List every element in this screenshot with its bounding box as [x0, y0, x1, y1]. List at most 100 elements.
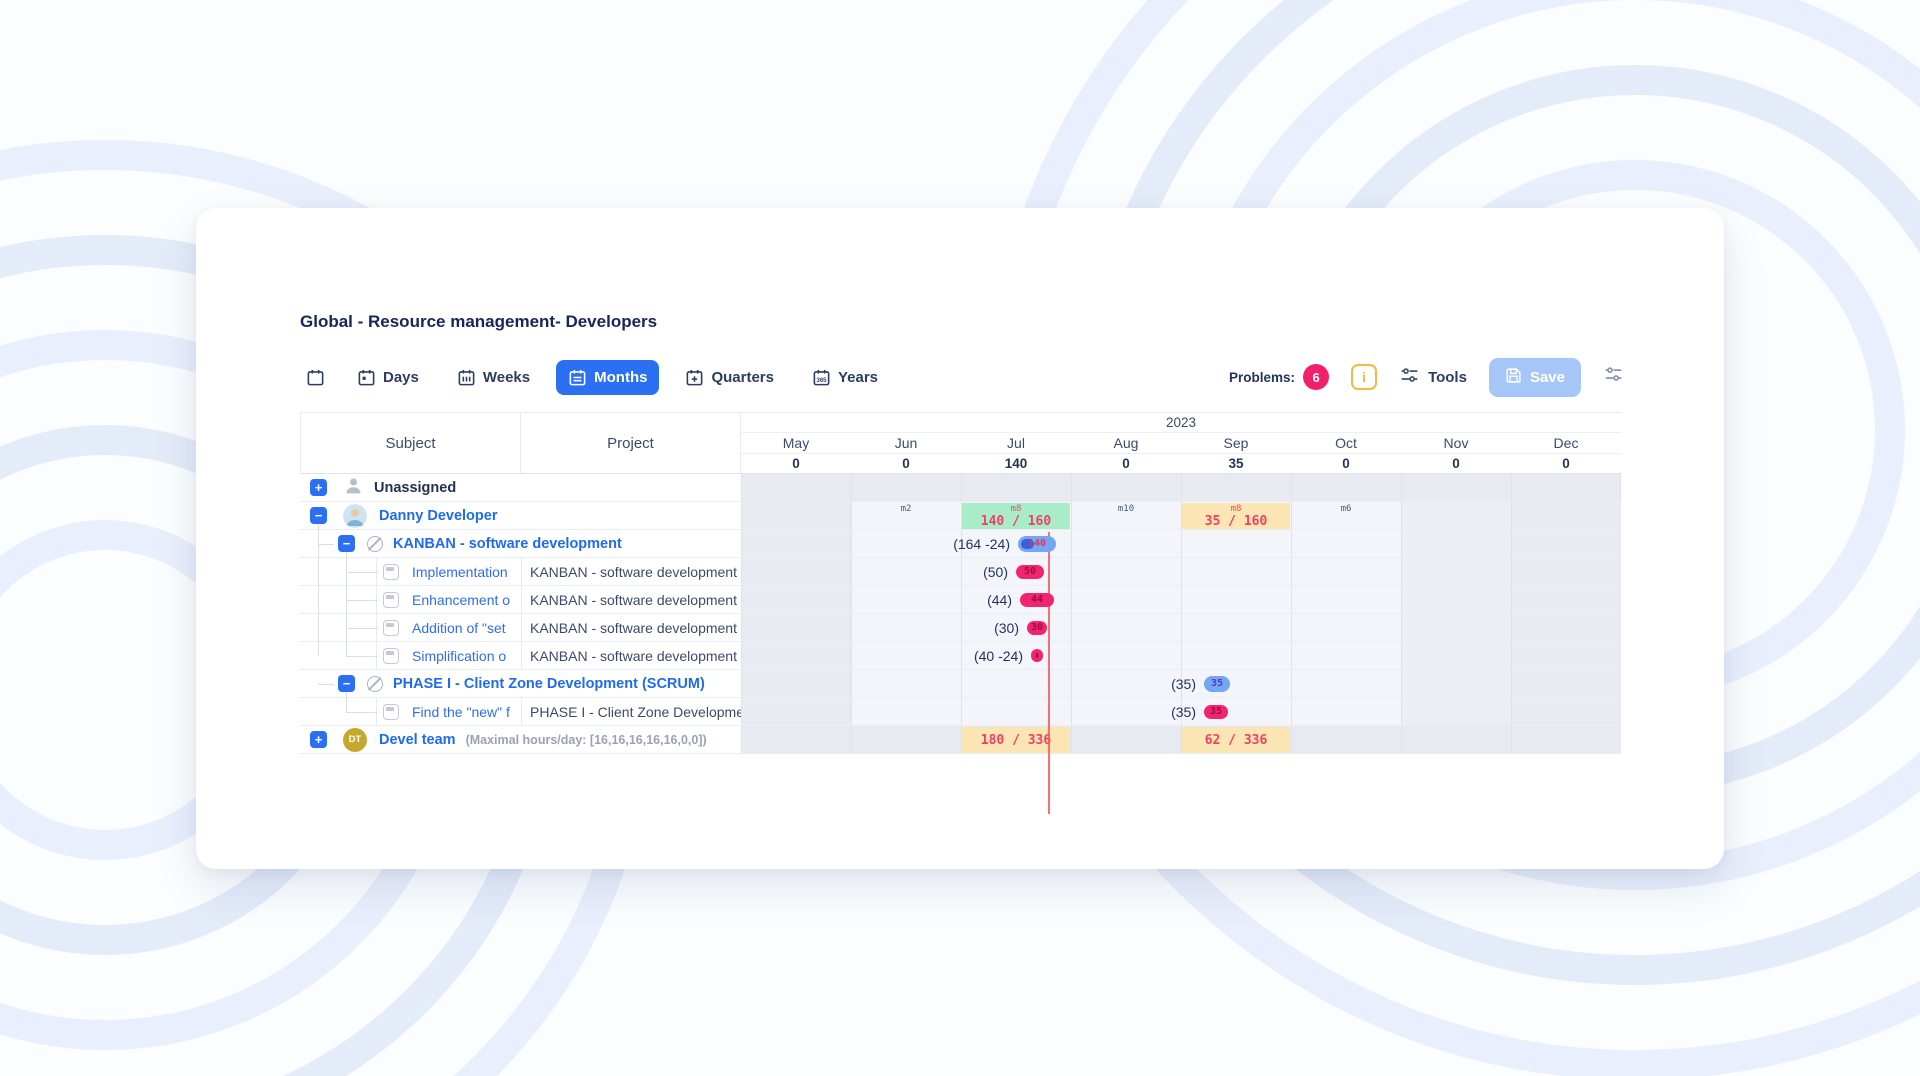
tab-days[interactable]: Days — [345, 360, 431, 395]
month-header: May — [782, 434, 810, 451]
task-icon — [383, 619, 399, 636]
resource-table: Subject Project 2023 May Jun Jul Aug Sep… — [300, 412, 1621, 814]
calendar-icon — [306, 368, 325, 387]
row-label-project[interactable]: PHASE I - Client Zone Development (SCRUM… — [393, 675, 705, 692]
timeline-cell — [1071, 670, 1181, 697]
tree-line — [346, 600, 378, 601]
info-button[interactable]: i — [1351, 364, 1378, 390]
save-button[interactable]: Save — [1488, 357, 1581, 397]
schedule-bar[interactable]: 35 — [1204, 675, 1230, 692]
task-project: KANBAN - software development — [530, 563, 737, 580]
timeline-cell — [961, 670, 1071, 697]
tab-weeks[interactable]: Weeks — [445, 360, 542, 395]
year-header: 2023 — [741, 413, 1621, 433]
project-column-header[interactable]: Project — [521, 413, 741, 473]
tab-weeks-label: Weeks — [482, 368, 531, 386]
month-total: 140 — [1004, 455, 1028, 471]
collapse-button[interactable]: − — [310, 507, 327, 524]
month-header: Jul — [1007, 434, 1025, 451]
timeline-cell — [1181, 642, 1291, 669]
collapse-button[interactable]: − — [338, 535, 355, 552]
timeline-cell — [1291, 558, 1401, 585]
timeline-cell — [741, 670, 851, 697]
workload-highlight-yellow[interactable]: m8 35 / 160 — [1182, 503, 1290, 529]
problems-count-badge: 6 — [1303, 364, 1330, 390]
schedule-bar[interactable]: 50 — [1016, 564, 1044, 579]
timeline-cell — [851, 502, 961, 529]
schedule-bar[interactable]: 30 — [1027, 620, 1047, 635]
timeline-cell — [961, 474, 1071, 501]
month-header: Jun — [894, 434, 918, 451]
schedule-bar[interactable]: 44 — [1020, 592, 1054, 607]
timeline-cell — [741, 502, 851, 529]
problems-indicator[interactable]: Problems: 6 — [1229, 364, 1330, 390]
task-project: KANBAN - software development — [530, 619, 737, 636]
timeline-cell — [1071, 698, 1181, 725]
timeline-cell — [851, 474, 961, 501]
task-icon — [383, 703, 399, 720]
table-row: Find the "new" f PHASE I - Client Zone D… — [300, 697, 1621, 726]
expand-button[interactable]: + — [310, 479, 327, 496]
team-workload-value[interactable]: 180 / 336 — [962, 727, 1070, 753]
timeline-cell — [1511, 502, 1621, 529]
timeline-cell — [741, 698, 851, 725]
timeline-cell — [851, 586, 961, 613]
task-link[interactable]: Simplification o — [412, 647, 507, 664]
tab-years[interactable]: 365 Years — [800, 360, 890, 395]
timeline-cell — [1401, 502, 1511, 529]
row-label-project[interactable]: KANBAN - software development — [393, 535, 622, 552]
timeline-cell — [741, 642, 851, 669]
no-avatar-icon — [367, 535, 383, 552]
schedule-bar[interactable]: 140 — [1018, 535, 1056, 552]
timeline-cell — [1071, 474, 1181, 501]
task-link[interactable]: Find the "new" f — [412, 703, 510, 720]
timeline-cell — [741, 530, 851, 557]
timeline-cell — [1291, 474, 1401, 501]
settings-button[interactable] — [1603, 364, 1624, 390]
team-workload-value[interactable]: 62 / 336 — [1182, 727, 1290, 753]
tab-quarters[interactable]: Quarters — [673, 360, 786, 395]
task-link[interactable]: Implementation — [412, 563, 508, 580]
timeline-cell — [1181, 474, 1291, 501]
row-label-team[interactable]: Devel team — [379, 731, 456, 748]
timeline-cell — [1401, 614, 1511, 641]
row-label-person[interactable]: Danny Developer — [379, 507, 498, 524]
subject-column-header[interactable]: Subject — [300, 413, 521, 473]
workload-highlight-green[interactable]: m8 140 / 160 — [962, 503, 1070, 529]
timeline-cell — [1071, 614, 1181, 641]
timeline-cell — [961, 698, 1071, 725]
timeline-cell — [1511, 614, 1621, 641]
hours-badge: (35) — [1171, 703, 1196, 720]
timeline-cell — [961, 642, 1071, 669]
timeline-cell — [1511, 642, 1621, 669]
timeline-cell — [851, 558, 961, 585]
tools-label: Tools — [1428, 368, 1467, 386]
task-icon — [383, 591, 399, 608]
timeline-cell — [851, 698, 961, 725]
capacity-label: m10 — [1117, 504, 1135, 514]
hours-badge: (30) — [994, 619, 1019, 636]
timeline-cell — [1071, 586, 1181, 613]
task-link[interactable]: Enhancement o — [412, 591, 511, 608]
tree-line — [346, 552, 347, 656]
schedule-bar[interactable] — [1031, 649, 1043, 662]
tools-button[interactable]: Tools — [1399, 365, 1467, 390]
task-project: KANBAN - software development — [530, 647, 737, 664]
calendar-month-icon — [568, 368, 587, 387]
schedule-bar-segment — [1021, 538, 1034, 549]
row-label-unassigned[interactable]: Unassigned — [374, 479, 457, 496]
task-link[interactable]: Addition of "set — [412, 619, 506, 636]
save-icon — [1505, 367, 1522, 388]
table-row: − PHASE I - Client Zone Development (SCR… — [300, 670, 1621, 698]
hours-badge: (40 -24) — [973, 647, 1023, 664]
timeline-cell — [1071, 530, 1181, 557]
task-project: PHASE I - Client Zone Developme — [530, 703, 741, 720]
collapse-button[interactable]: − — [338, 675, 355, 692]
avatar — [343, 503, 367, 528]
expand-button[interactable]: + — [310, 731, 327, 748]
schedule-bar[interactable]: 35 — [1204, 704, 1228, 719]
calendar-button[interactable] — [300, 360, 331, 395]
tab-months[interactable]: Months — [556, 359, 660, 395]
tree-line — [346, 692, 347, 712]
month-total: 0 — [902, 455, 910, 471]
